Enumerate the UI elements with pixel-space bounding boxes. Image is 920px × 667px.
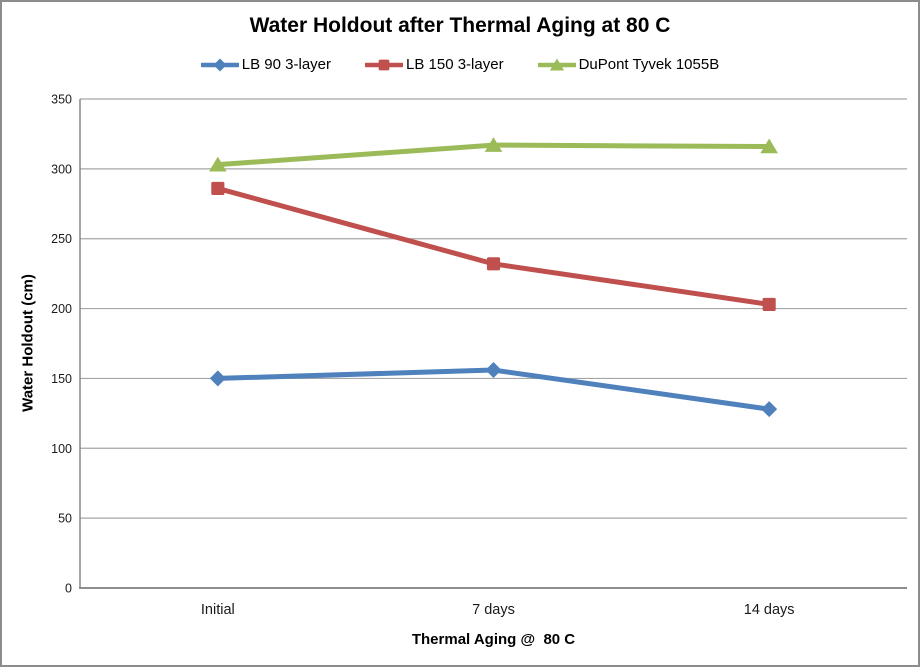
series-line <box>215 185 772 307</box>
legend-item: DuPont Tyvek 1055B <box>537 56 720 73</box>
triangle-marker-icon <box>484 137 503 152</box>
legend-label: LB 90 3-layer <box>241 56 331 73</box>
y-tick-label: 300 <box>51 162 72 176</box>
triangle-marker-icon <box>549 58 564 71</box>
triangle-legend-marker-icon <box>537 58 576 71</box>
y-tick-label: 200 <box>51 302 72 316</box>
y-axis-title: Water Holdout (cm) <box>19 274 37 412</box>
square-marker-icon <box>486 257 501 271</box>
legend-label: LB 150 3-layer <box>406 56 504 73</box>
square-marker-icon <box>211 181 225 195</box>
x-category-label: 14 days <box>744 602 795 618</box>
x-axis-title: Thermal Aging @ 80 C <box>411 631 576 648</box>
diamond-marker-icon <box>209 370 226 387</box>
y-tick-label: 250 <box>51 232 72 246</box>
diamond-marker-icon <box>213 58 227 71</box>
legend-label: DuPont Tyvek 1055B <box>578 56 720 73</box>
square-legend-marker-icon <box>365 59 403 70</box>
diamond-legend-marker-icon <box>200 58 239 71</box>
x-category-label: Initial <box>201 602 235 618</box>
x-category-label: 7 days <box>472 602 515 618</box>
diamond-marker-icon <box>485 362 502 379</box>
square-marker-icon <box>378 59 390 70</box>
legend-item: LB 150 3-layer <box>365 56 504 73</box>
y-tick-label: 0 <box>65 582 72 596</box>
diamond-marker-icon <box>761 401 778 418</box>
y-tick-label: 50 <box>58 512 72 526</box>
triangle-marker-icon <box>209 156 227 172</box>
legend-item: LB 90 3-layer <box>200 56 331 73</box>
y-tick-label: 150 <box>51 372 72 386</box>
legend: LB 90 3-layer LB 150 3-layer DuPont Tyvek … <box>2 56 918 73</box>
square-marker-icon <box>762 297 776 311</box>
chart-title: Water Holdout after Thermal Aging at 80 … <box>249 14 671 37</box>
y-tick-label: 100 <box>51 442 72 456</box>
y-tick-label: 350 <box>51 93 72 107</box>
triangle-marker-icon <box>760 138 778 154</box>
